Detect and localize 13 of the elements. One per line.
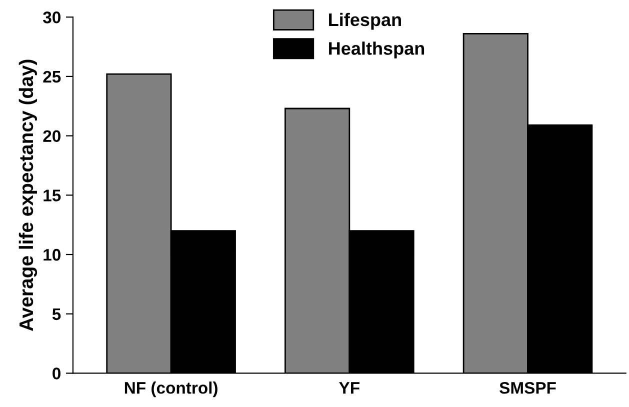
legend-label: Healthspan [329,42,424,58]
legend-label: Lifespan [329,12,401,30]
y-tick-label: 15 [44,190,61,202]
y-tick-label: 25 [43,70,61,83]
y-tick-label: 0 [52,368,60,380]
y-tick-label: 20 [43,130,60,142]
y-tick-label: 30 [43,11,60,24]
x-tick-label: YF [339,382,360,394]
y-tick-label: 5 [52,308,61,320]
x-tick-label: NF (control) [124,382,218,398]
x-tick-label: SMSPF [500,382,556,394]
y-axis-title: Average life expectancy (day) [18,60,38,332]
y-tick-label: 10 [44,248,60,261]
